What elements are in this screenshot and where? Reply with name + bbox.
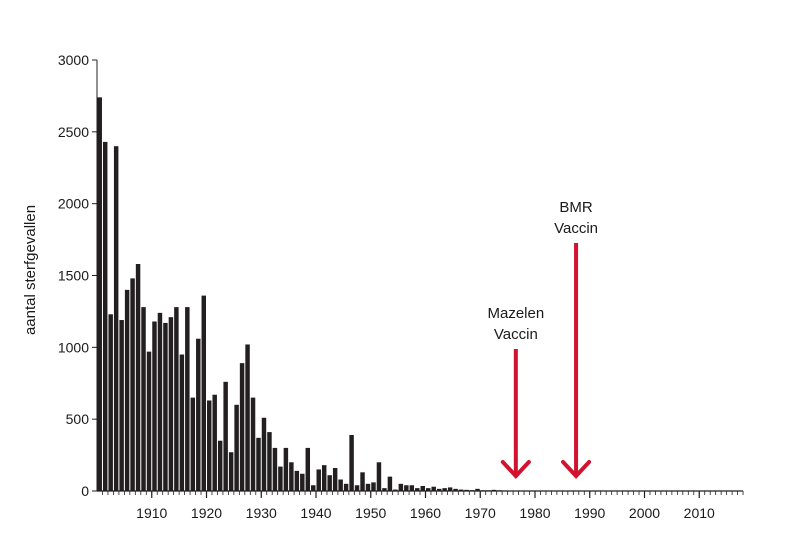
annotations: Mazelen Vaccin BMR Vaccin xyxy=(487,199,598,479)
y-tick-label: 500 xyxy=(66,411,90,427)
bar-1919 xyxy=(196,338,201,491)
bar-1906 xyxy=(124,289,130,491)
bar-1963 xyxy=(436,488,442,491)
bar-1951 xyxy=(371,482,376,491)
bar-1925 xyxy=(228,452,234,491)
bar-1933 xyxy=(272,447,278,491)
bar-1924 xyxy=(223,381,228,491)
x-tick-label: 1910 xyxy=(136,505,167,521)
bar-1917 xyxy=(185,307,190,491)
x-tick-label: 1980 xyxy=(519,505,550,521)
bar-1934 xyxy=(278,466,283,491)
bar-1961 xyxy=(426,488,431,491)
bar-1947 xyxy=(349,434,354,491)
bars-group xyxy=(97,97,562,491)
bar-1920 xyxy=(201,295,206,491)
bar-1964 xyxy=(442,488,447,491)
bar-1952 xyxy=(376,462,382,491)
bar-1930 xyxy=(256,437,261,491)
bar-1950 xyxy=(365,483,371,491)
bar-1945 xyxy=(338,479,343,491)
y-tick-label: 2500 xyxy=(58,124,89,140)
bar-1957 xyxy=(404,485,409,491)
bar-1908 xyxy=(135,264,141,491)
bar-1902 xyxy=(102,141,108,491)
bar-1927 xyxy=(239,363,245,491)
x-tick-label: 1920 xyxy=(191,505,222,521)
bar-1959 xyxy=(415,488,420,491)
bar-1962 xyxy=(431,486,436,491)
x-tick-label: 1970 xyxy=(465,505,496,521)
bar-1955 xyxy=(393,489,398,491)
y-tick-label: 1000 xyxy=(58,339,89,355)
annotation-arrow-head xyxy=(500,460,531,479)
x-tick-label: 1930 xyxy=(246,505,277,521)
x-tick-label: 1960 xyxy=(410,505,441,521)
x-tick-label: 1950 xyxy=(355,505,386,521)
bar-1935 xyxy=(283,447,289,491)
bar-1938 xyxy=(300,473,305,491)
bar-1932 xyxy=(267,432,272,491)
bar-1913 xyxy=(163,322,168,491)
y-tick-label: 0 xyxy=(81,483,89,499)
bar-1937 xyxy=(294,470,300,491)
annotation-label: Vaccin xyxy=(494,326,538,343)
x-axis: 1910 1920 1930 1940 1950 1960 1970 1980 1990 2000… xyxy=(97,490,744,521)
bar-1949 xyxy=(360,472,365,491)
y-tick-label: 1500 xyxy=(58,268,89,284)
y-tick-label: 2000 xyxy=(58,196,89,212)
bar-1944 xyxy=(332,468,338,491)
bar-1916 xyxy=(179,354,185,491)
bar-1956 xyxy=(398,483,404,491)
bar-1909 xyxy=(141,307,146,491)
y-axis: 0 500 1000 1500 2000 2500 3000 xyxy=(58,52,98,499)
annotation-label: Mazelen xyxy=(487,305,544,322)
annotation-label: BMR xyxy=(559,199,593,216)
bar-1912 xyxy=(157,312,163,491)
x-tick-label: 1940 xyxy=(300,505,331,521)
y-axis-label: aantal sterfgevallen xyxy=(22,205,39,335)
bar-1921 xyxy=(207,400,212,491)
bar-1910 xyxy=(146,351,152,491)
annotation-arrow-head xyxy=(561,460,592,479)
bar-1954 xyxy=(387,476,393,491)
bar-1901 xyxy=(97,97,102,491)
bar-1936 xyxy=(289,462,294,491)
bar-1939 xyxy=(305,447,311,491)
bar-1915 xyxy=(174,307,179,491)
bar-1940 xyxy=(311,485,316,491)
bar-1911 xyxy=(152,321,157,491)
y-tick-label: 3000 xyxy=(58,52,89,68)
x-tick-label: 1990 xyxy=(574,505,605,521)
bar-1914 xyxy=(168,317,174,491)
bar-1958 xyxy=(409,485,415,491)
bar-1904 xyxy=(113,146,119,491)
bar-1948 xyxy=(354,485,360,491)
bar-1931 xyxy=(261,417,267,491)
bar-1929 xyxy=(250,397,256,491)
bar-1946 xyxy=(343,483,349,491)
bar-1923 xyxy=(217,440,223,491)
bar-1907 xyxy=(130,278,135,491)
bar-1903 xyxy=(108,314,113,491)
bar-1905 xyxy=(119,320,124,491)
x-tick-label: 2000 xyxy=(629,505,660,521)
bar-1926 xyxy=(234,404,239,491)
bar-1928 xyxy=(245,344,250,491)
bar-1967 xyxy=(458,489,464,491)
bar-1960 xyxy=(420,485,425,491)
bar-1943 xyxy=(327,475,332,491)
bar-1970 xyxy=(475,488,480,491)
bar-1941 xyxy=(316,469,321,491)
bar-1918 xyxy=(190,397,196,491)
bar-1965 xyxy=(447,487,453,491)
annotation-label: Vaccin xyxy=(554,220,598,237)
bar-1966 xyxy=(453,488,458,491)
bar-1922 xyxy=(212,394,217,491)
bar-1942 xyxy=(321,465,327,491)
bar-1953 xyxy=(382,488,387,491)
x-tick-label: 2010 xyxy=(684,505,715,521)
